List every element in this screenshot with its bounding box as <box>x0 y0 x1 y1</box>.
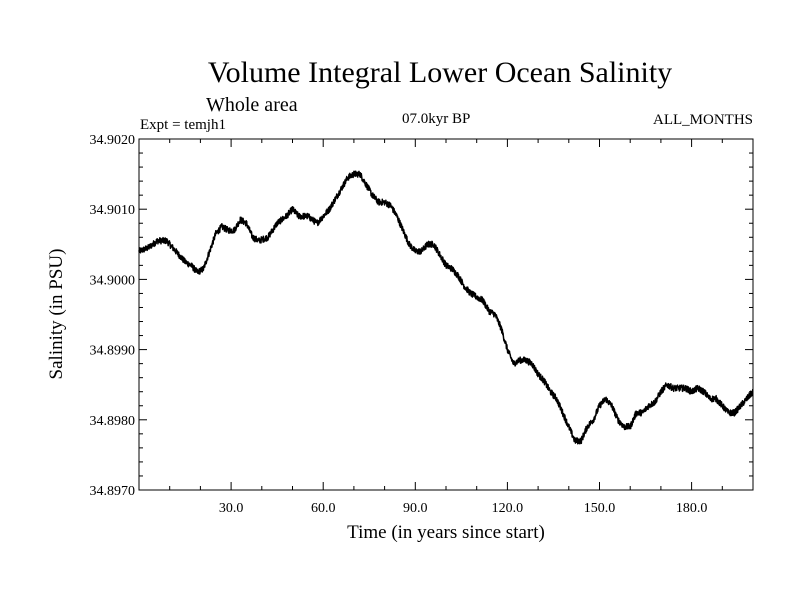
plot-frame <box>138 138 754 491</box>
period-label: 07.0kyr BP <box>402 111 470 127</box>
y-axis-label: Salinity (in PSU) <box>46 249 67 380</box>
y-tick-label: 34.8970 <box>90 484 136 499</box>
x-tick-label: 150.0 <box>584 501 616 516</box>
x-tick-label: 30.0 <box>219 501 244 516</box>
chart-title: Volume Integral Lower Ocean Salinity <box>208 56 672 89</box>
chart-subtitle: Whole area <box>206 94 298 116</box>
x-tick-label: 90.0 <box>403 501 428 516</box>
x-tick-label: 60.0 <box>311 501 336 516</box>
months-label: ALL_MONTHS <box>653 112 753 128</box>
x-tick-label: 120.0 <box>492 501 524 516</box>
x-axis-label: Time (in years since start) <box>347 522 545 543</box>
series-line-salinity <box>138 170 754 445</box>
expt-label: Expt = temjh1 <box>140 117 226 133</box>
y-tick-label: 34.8980 <box>90 414 136 429</box>
y-tick-label: 34.9010 <box>90 203 136 218</box>
y-tick-label: 34.8990 <box>90 344 136 359</box>
y-tick-label: 34.9020 <box>90 133 136 148</box>
y-tick-label: 34.9000 <box>90 273 136 288</box>
x-tick-label: 180.0 <box>676 501 708 516</box>
x-axis: 30.0 60.0 90.0 120.0 150.0 180.0 <box>169 139 723 516</box>
y-axis: 34.8970 34.8980 34.8990 34.9000 34.9010 34.90… <box>90 133 753 499</box>
